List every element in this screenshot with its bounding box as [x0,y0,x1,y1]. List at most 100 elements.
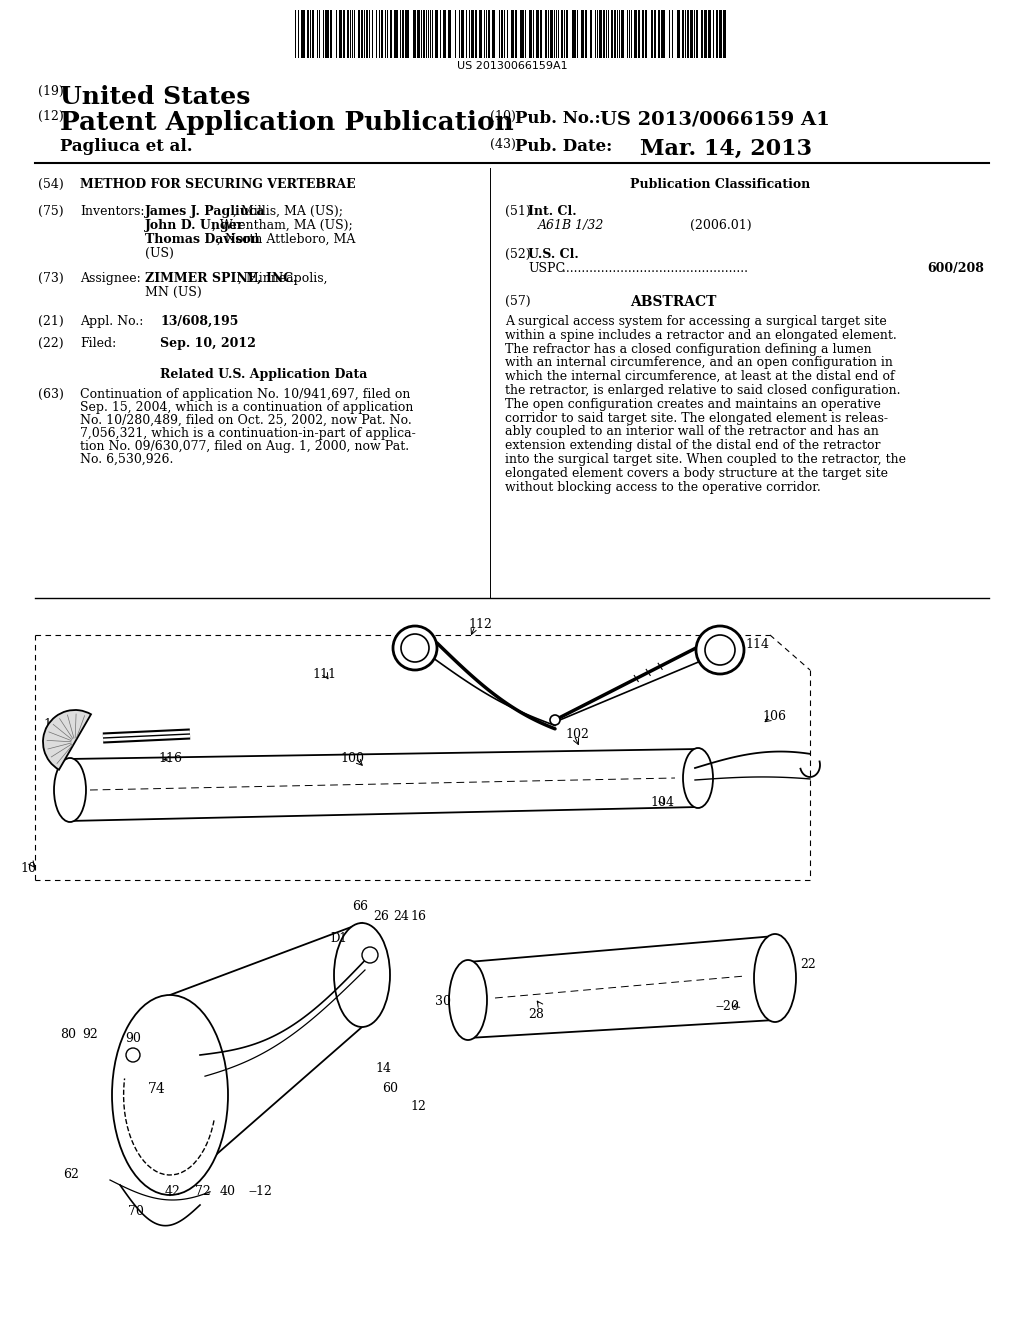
Text: 7,056,321, which is a continuation-in-part of applica-: 7,056,321, which is a continuation-in-pa… [80,426,416,440]
Text: 92: 92 [82,1028,97,1041]
Text: D1: D1 [330,932,347,945]
Text: (19): (19) [38,84,63,98]
Bar [366,11,368,58]
Text: 111: 111 [312,668,336,681]
Bar [312,11,314,58]
Text: (54): (54) [38,178,63,191]
Text: Sep. 15, 2004, which is a continuation of application: Sep. 15, 2004, which is a continuation o… [80,401,414,414]
Bar [723,11,726,58]
Ellipse shape [112,995,228,1195]
Text: , Minneapolis,: , Minneapolis, [238,272,328,285]
Bar [638,11,640,58]
Text: 100: 100 [340,752,364,766]
Circle shape [362,946,378,964]
Bar [701,11,703,58]
Text: 80: 80 [60,1028,76,1041]
Text: No. 6,530,926.: No. 6,530,926. [80,453,173,466]
Bar [599,11,602,58]
Bar [406,11,409,58]
Text: 12: 12 [410,1100,426,1113]
Text: Related U.S. Application Data: Related U.S. Application Data [160,368,368,381]
Text: METHOD FOR SECURING VERTEBRAE: METHOD FOR SECURING VERTEBRAE [80,178,355,191]
Text: (52): (52) [505,248,530,261]
Text: 118: 118 [43,718,67,731]
Text: , North Attleboro, MA: , North Attleboro, MA [217,234,355,246]
Text: 28: 28 [528,1008,544,1020]
Bar [390,11,392,58]
Bar [529,11,532,58]
Bar [677,11,680,58]
Text: elongated element covers a body structure at the target site: elongated element covers a body structur… [505,467,888,479]
Text: (57): (57) [505,294,530,308]
Text: ably coupled to an interior wall of the retractor and has an: ably coupled to an interior wall of the … [505,425,879,438]
Text: within a spine includes a retractor and an elongated element.: within a spine includes a retractor and … [505,329,897,342]
Bar [449,11,451,58]
Text: MN (US): MN (US) [145,286,202,300]
Bar [545,11,547,58]
Bar [572,11,575,58]
Bar [520,11,524,58]
Text: Pub. Date:: Pub. Date: [515,139,612,154]
Text: Pub. No.:: Pub. No.: [515,110,601,127]
Bar [716,11,718,58]
Bar [461,11,464,58]
Bar [479,11,482,58]
Text: Assignee:: Assignee: [80,272,140,285]
Bar [471,11,474,58]
Text: 104: 104 [650,796,674,809]
Bar [621,11,624,58]
Text: 62: 62 [63,1168,79,1181]
Text: 112: 112 [468,618,492,631]
Ellipse shape [449,960,487,1040]
Bar [435,11,438,58]
Bar [417,11,420,58]
Text: Sep. 10, 2012: Sep. 10, 2012 [160,337,256,350]
Text: 42: 42 [165,1185,181,1199]
Bar [603,11,605,58]
Text: US 2013/0066159 A1: US 2013/0066159 A1 [600,110,829,128]
Text: (2006.01): (2006.01) [690,219,752,232]
Bar [645,11,647,58]
Text: the retractor, is enlarged relative to said closed configuration.: the retractor, is enlarged relative to s… [505,384,900,397]
Text: Continuation of application No. 10/941,697, filed on: Continuation of application No. 10/941,6… [80,388,411,401]
Bar [642,11,644,58]
Text: into the surgical target site. When coupled to the retractor, the: into the surgical target site. When coup… [505,453,906,466]
Bar [550,11,553,58]
Ellipse shape [334,923,390,1027]
Text: Mar. 14, 2013: Mar. 14, 2013 [640,139,812,160]
Bar [394,11,398,58]
Text: 72: 72 [195,1185,211,1199]
Circle shape [696,626,744,675]
Bar [687,11,689,58]
Bar [511,11,514,58]
Bar [307,11,309,58]
Bar [501,11,503,58]
Text: ABSTRACT: ABSTRACT [630,294,717,309]
Text: 70: 70 [128,1205,144,1218]
Text: 116: 116 [158,752,182,766]
Bar [347,11,349,58]
Bar [402,11,404,58]
Text: John D. Unger: John D. Unger [145,219,245,232]
Text: which the internal circumference, at least at the distal end of: which the internal circumference, at lea… [505,370,895,383]
Text: ................................................: ........................................… [558,261,752,275]
Text: ‒12: ‒12 [248,1185,272,1199]
Text: (63): (63) [38,388,63,401]
Text: Inventors:: Inventors: [80,205,144,218]
Text: (12): (12) [38,110,63,123]
Bar [475,11,477,58]
Text: Filed:: Filed: [80,337,117,350]
Bar [634,11,637,58]
Text: extension extending distal of the distal end of the retractor: extension extending distal of the distal… [505,440,881,453]
Text: with an internal circumference, and an open configuration in: with an internal circumference, and an o… [505,356,893,370]
Bar [423,11,425,58]
Text: 30: 30 [435,995,451,1008]
Circle shape [401,634,429,663]
Text: 22: 22 [800,958,816,972]
Circle shape [705,635,735,665]
Text: Thomas Davison: Thomas Davison [145,234,260,246]
Text: The open configuration creates and maintains an operative: The open configuration creates and maint… [505,397,881,411]
Bar [330,11,332,58]
Ellipse shape [54,758,86,822]
Circle shape [126,1048,140,1063]
